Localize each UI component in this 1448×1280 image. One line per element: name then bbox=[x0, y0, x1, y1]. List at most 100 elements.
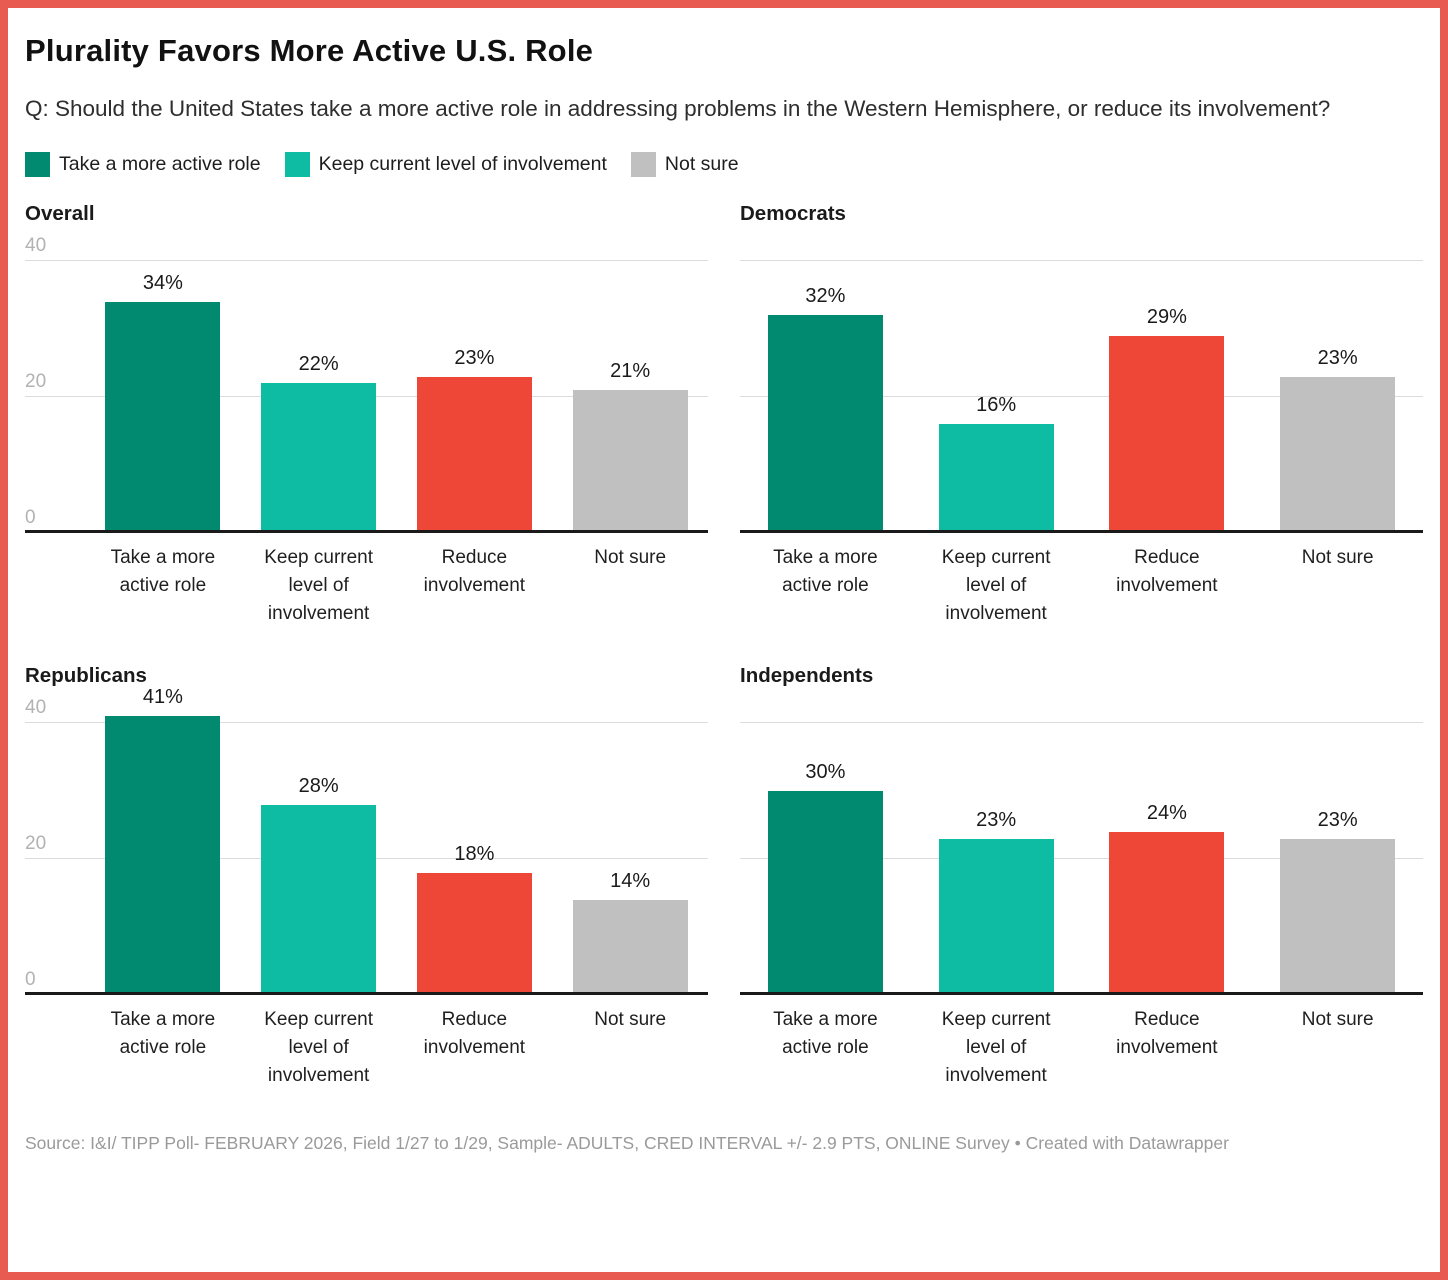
bar-democrats-4 bbox=[1280, 376, 1396, 533]
bar-value-label: 30% bbox=[805, 761, 846, 783]
panel-overall: Overall 0 20 40 34% 22% 23% 21% Take a more acti… bbox=[25, 200, 708, 628]
bar-value-label: 23% bbox=[976, 808, 1017, 831]
x-axis-label: Not sure bbox=[594, 1009, 667, 1030]
gridline-20 bbox=[740, 858, 1423, 859]
bar-overall-1 bbox=[105, 301, 221, 533]
x-axis-baseline bbox=[740, 992, 1423, 995]
x-axis-label: Reduce involvement bbox=[423, 1009, 526, 1058]
bar-column: 24% bbox=[1082, 801, 1253, 995]
chart-panels: Overall 0 20 40 34% 22% 23% 21% Take a more acti… bbox=[25, 200, 1423, 1090]
page-subtitle: Q: Should the United States take a more … bbox=[25, 96, 1331, 121]
page-title: Plurality Favors More Active U.S. Role bbox=[25, 33, 594, 68]
plot-overall: 0 20 40 34% 22% 23% 21% bbox=[25, 233, 708, 533]
bar-column: 14% bbox=[552, 869, 708, 995]
legend-item-label: Keep current level of involvement bbox=[318, 152, 607, 175]
x-axis-label: Take a more active role bbox=[773, 1009, 878, 1058]
x-axis-label: Not sure bbox=[594, 547, 667, 568]
bar-column: 34% bbox=[85, 271, 241, 533]
bar-value-label: 32% bbox=[805, 285, 846, 308]
x-axis-labels: Take a more active role Keep current leve… bbox=[740, 544, 1423, 628]
bar-value-label: 16% bbox=[976, 394, 1017, 417]
legend-item: Keep current level of involvement bbox=[284, 151, 607, 177]
bar-independents-2 bbox=[938, 838, 1054, 995]
legend-item: Take a more active role bbox=[25, 151, 261, 177]
x-axis-baseline bbox=[740, 530, 1423, 533]
y-tick-label: 0 bbox=[25, 969, 36, 990]
legend: Take a more active role Keep current leve… bbox=[25, 150, 1423, 178]
bar-value-label: 34% bbox=[142, 271, 183, 294]
x-axis-label: Take a more active role bbox=[110, 1009, 216, 1058]
bar-republicans-2 bbox=[261, 804, 377, 995]
x-axis-label: Keep current level of involvement bbox=[941, 547, 1051, 624]
bar-value-label: 29% bbox=[1146, 305, 1187, 328]
panel-republicans: Republicans 0 20 40 41% 28% 18% 14% Take a more … bbox=[25, 662, 708, 1090]
y-tick-label: 40 bbox=[25, 235, 47, 256]
bar-independents-1 bbox=[767, 791, 883, 995]
bar-value-label: 21% bbox=[610, 360, 651, 383]
source-note: Source: I&I/ TIPP Poll- FEBRUARY 2026, F… bbox=[25, 1133, 1229, 1153]
gridline-40 bbox=[25, 260, 708, 261]
y-tick-label: 20 bbox=[25, 371, 47, 392]
panel-independents: Independents 30% 23% 24% 23% Take a more acti… bbox=[740, 662, 1423, 1090]
x-axis-label: Take a more active role bbox=[773, 547, 878, 596]
bar-column: 41% bbox=[85, 685, 241, 995]
y-tick-label: 40 bbox=[25, 697, 47, 718]
y-tick-label: 0 bbox=[25, 507, 36, 528]
x-axis-label: Reduce involvement bbox=[423, 547, 526, 596]
gridline-40 bbox=[740, 260, 1423, 261]
plot-republicans: 0 20 40 41% 28% 18% 14% bbox=[25, 686, 708, 995]
bar-column: 29% bbox=[1082, 305, 1253, 533]
bar-independents-4 bbox=[1280, 838, 1396, 995]
bar-overall-2 bbox=[261, 383, 377, 533]
bar-value-label: 23% bbox=[454, 346, 495, 369]
bar-republicans-3 bbox=[416, 872, 532, 995]
bar-overall-3 bbox=[416, 376, 532, 533]
gridline-20 bbox=[740, 396, 1423, 397]
bar-democrats-2 bbox=[938, 424, 1054, 533]
legend-swatch bbox=[25, 151, 50, 177]
x-axis-baseline bbox=[25, 530, 708, 533]
x-axis-label: Not sure bbox=[1301, 547, 1374, 568]
legend-swatch bbox=[630, 151, 656, 177]
x-axis-labels: Take a more active role Keep current leve… bbox=[25, 1006, 708, 1090]
bar-value-label: 22% bbox=[298, 353, 339, 376]
panel-title-democrats: Democrats bbox=[740, 202, 846, 225]
legend-swatch bbox=[284, 151, 310, 177]
legend-item: Not sure bbox=[630, 151, 739, 177]
bar-value-label: 23% bbox=[1317, 346, 1358, 369]
bar-value-label: 18% bbox=[454, 842, 495, 865]
plot-independents: 30% 23% 24% 23% bbox=[740, 695, 1423, 995]
x-axis-labels: Take a more active role Keep current leve… bbox=[740, 1006, 1423, 1090]
bar-column: 21% bbox=[552, 359, 708, 533]
bar-column: 28% bbox=[241, 774, 397, 995]
bar-value-label: 23% bbox=[1317, 808, 1358, 831]
bar-column: 32% bbox=[740, 284, 911, 533]
bar-column: 23% bbox=[911, 808, 1082, 995]
bar-republicans-1 bbox=[105, 716, 221, 995]
bar-republicans-4 bbox=[572, 899, 688, 995]
x-axis-label: Keep current level of involvement bbox=[264, 547, 374, 624]
plot-democrats: 32% 16% 29% 23% bbox=[740, 233, 1423, 533]
bar-column: 22% bbox=[241, 352, 397, 533]
bar-column: 18% bbox=[397, 842, 553, 995]
bars-republicans: 41% 28% 18% 14% bbox=[25, 686, 708, 995]
gridline-40 bbox=[740, 722, 1423, 723]
bar-column: 16% bbox=[911, 393, 1082, 533]
bar-democrats-3 bbox=[1109, 335, 1225, 533]
legend-item-label: Take a more active role bbox=[59, 152, 261, 175]
bar-value-label: 24% bbox=[1146, 801, 1187, 824]
x-axis-label: Reduce involvement bbox=[1116, 547, 1218, 596]
bar-column: 30% bbox=[740, 760, 911, 995]
bar-value-label: 41% bbox=[142, 686, 183, 709]
bars-independents: 30% 23% 24% 23% bbox=[740, 695, 1423, 995]
bar-value-label: 14% bbox=[610, 869, 651, 892]
bars-democrats: 32% 16% 29% 23% bbox=[740, 233, 1423, 533]
bar-column: 23% bbox=[397, 346, 553, 533]
panel-title-independents: Independents bbox=[740, 664, 874, 687]
x-axis-labels: Take a more active role Keep current leve… bbox=[25, 544, 708, 628]
legend-item-label: Not sure bbox=[664, 152, 739, 175]
bar-democrats-1 bbox=[767, 315, 883, 533]
bar-overall-4 bbox=[572, 390, 688, 533]
panel-democrats: Democrats 32% 16% 29% 23% Take a more active … bbox=[740, 200, 1423, 628]
